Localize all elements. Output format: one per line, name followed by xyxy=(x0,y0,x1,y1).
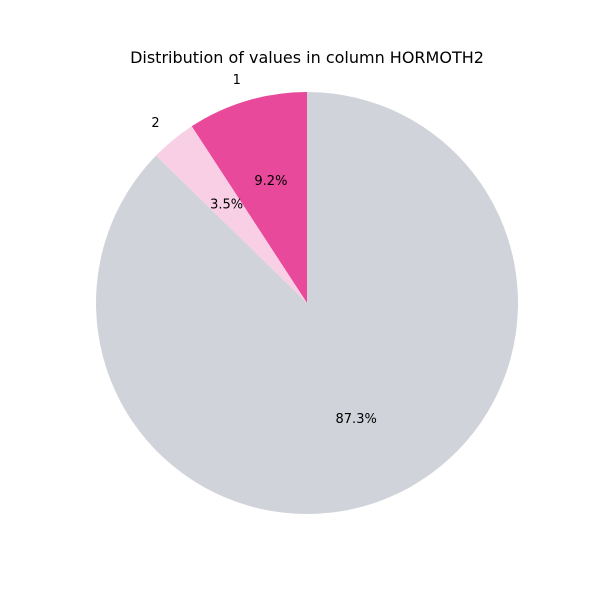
pie-labels: 9.2% 1 3.5% 2 87.3% xyxy=(151,73,377,427)
pie-slice-1 xyxy=(191,92,307,303)
pie-percent-label: 9.2% xyxy=(254,174,287,189)
chart-title: Distribution of values in column HORMOTH… xyxy=(130,48,484,67)
pie-category-label: 1 xyxy=(233,73,241,88)
pie-category-label: 2 xyxy=(151,116,159,131)
pie-percent-label: 3.5% xyxy=(210,198,243,213)
pie-slice-slice-2 xyxy=(96,92,519,514)
pie-wedges xyxy=(96,92,519,514)
pie-percent-label: 87.3% xyxy=(336,412,377,427)
pie-slice-2 xyxy=(155,126,307,303)
